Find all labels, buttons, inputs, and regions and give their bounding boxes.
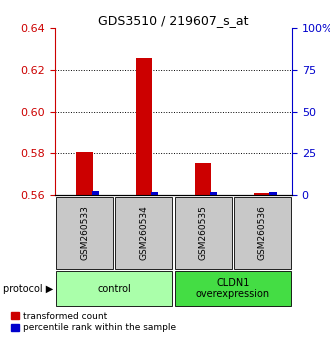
FancyBboxPatch shape xyxy=(175,271,291,306)
Bar xyxy=(254,193,271,195)
Text: GSM260533: GSM260533 xyxy=(80,205,89,260)
Bar xyxy=(270,193,277,195)
FancyBboxPatch shape xyxy=(115,196,172,269)
Bar xyxy=(92,191,99,195)
FancyBboxPatch shape xyxy=(56,196,113,269)
Text: GSM260534: GSM260534 xyxy=(139,205,148,260)
FancyBboxPatch shape xyxy=(56,271,172,306)
Bar xyxy=(76,152,93,195)
Text: CLDN1
overexpression: CLDN1 overexpression xyxy=(196,278,270,299)
Bar xyxy=(210,193,217,195)
Text: GSM260535: GSM260535 xyxy=(199,205,208,260)
Title: GDS3510 / 219607_s_at: GDS3510 / 219607_s_at xyxy=(98,14,249,27)
Bar xyxy=(195,162,212,195)
Text: control: control xyxy=(97,284,131,293)
FancyBboxPatch shape xyxy=(175,196,232,269)
Text: GSM260536: GSM260536 xyxy=(258,205,267,260)
Bar xyxy=(151,192,158,195)
FancyBboxPatch shape xyxy=(234,196,291,269)
Legend: transformed count, percentile rank within the sample: transformed count, percentile rank withi… xyxy=(11,312,176,332)
Text: protocol ▶: protocol ▶ xyxy=(3,284,53,293)
Bar xyxy=(136,58,152,195)
